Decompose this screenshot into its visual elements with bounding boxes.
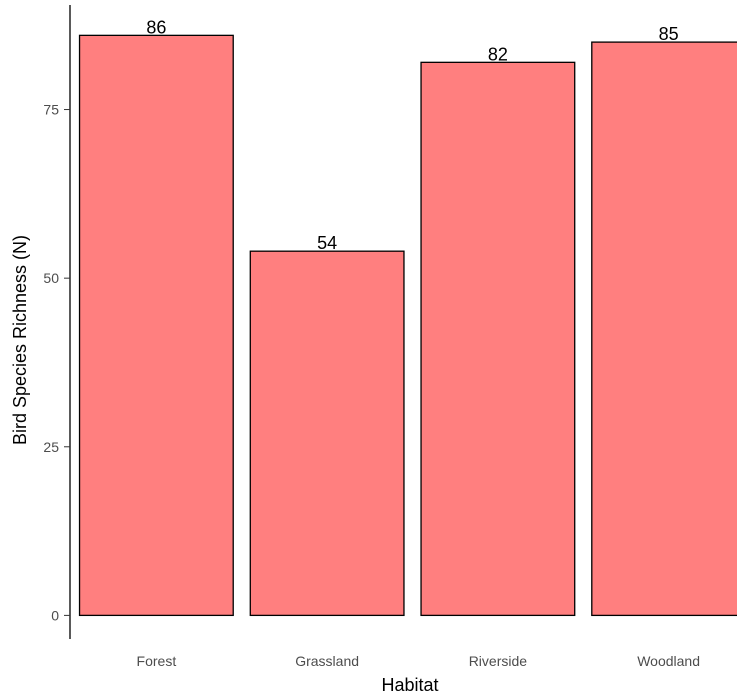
- x-tick-label-grassland: Grassland: [295, 653, 359, 669]
- data-labels-layer: 86 54 82 85: [146, 17, 678, 253]
- data-label-grassland: 54: [317, 233, 337, 253]
- bar-forest: [78, 34, 234, 617]
- y-tick-label-50: 50: [43, 270, 59, 286]
- x-tick-label-riverside: Riverside: [469, 653, 528, 669]
- data-label-riverside: 82: [488, 44, 508, 64]
- data-label-forest: 86: [146, 17, 166, 37]
- x-axis-title: Habitat: [381, 675, 438, 695]
- y-axis-title: Bird Species Richness (N): [10, 235, 30, 445]
- x-ticks-layer: Forest Grassland Riverside Woodland: [137, 653, 700, 669]
- bar-grassland: [249, 250, 405, 617]
- y-tick-label-75: 75: [43, 102, 59, 118]
- y-tick-label-25: 25: [43, 439, 59, 455]
- bars-layer: [78, 34, 737, 617]
- data-label-woodland: 85: [659, 24, 679, 44]
- bar-woodland: [591, 41, 737, 617]
- x-tick-label-forest: Forest: [137, 653, 177, 669]
- x-tick-label-woodland: Woodland: [637, 653, 700, 669]
- y-tick-label-0: 0: [51, 607, 59, 623]
- bar-riverside: [420, 61, 576, 617]
- y-ticks-layer: 0 25 50 75: [43, 102, 70, 623]
